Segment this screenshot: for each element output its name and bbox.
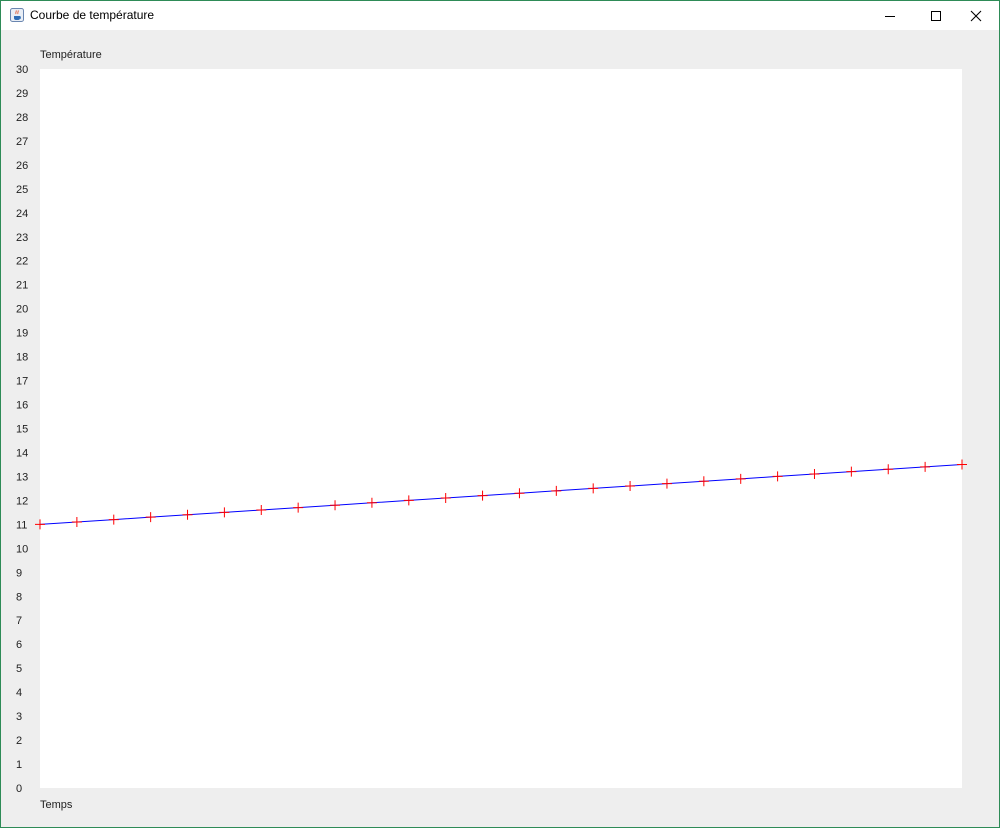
- y-tick-labels: 0123456789101112131415161718192021222324…: [16, 64, 28, 795]
- y-tick-label: 20: [16, 304, 28, 316]
- y-tick-label: 27: [16, 136, 28, 148]
- y-tick-label: 28: [16, 112, 28, 124]
- data-point-marker: [145, 512, 156, 523]
- data-point-marker: [883, 464, 894, 475]
- y-tick-label: 13: [16, 471, 28, 483]
- data-point-marker: [809, 469, 820, 480]
- temperature-chart: Température Temps 0123456789101112131415…: [16, 49, 967, 811]
- y-tick-label: 15: [16, 424, 28, 436]
- y-tick-label: 11: [16, 519, 27, 531]
- y-tick-label: 8: [16, 591, 22, 603]
- data-point-marker: [256, 504, 267, 515]
- series-group: [35, 459, 967, 530]
- data-point-marker: [661, 478, 672, 489]
- data-point-marker: [182, 509, 193, 520]
- data-point-marker: [735, 473, 746, 484]
- maximize-icon: [931, 10, 941, 21]
- data-point-marker: [293, 502, 304, 513]
- data-point-marker: [403, 495, 414, 506]
- x-axis-title: Temps: [40, 799, 73, 811]
- data-point-marker: [957, 459, 967, 470]
- y-axis-title: Température: [40, 49, 102, 61]
- close-icon: [970, 10, 982, 21]
- data-point-marker: [108, 514, 119, 525]
- y-tick-label: 30: [16, 64, 28, 76]
- data-point-marker: [366, 497, 377, 508]
- data-point-marker: [477, 490, 488, 501]
- y-tick-label: 23: [16, 232, 28, 244]
- y-tick-label: 7: [16, 615, 22, 627]
- data-point-marker: [625, 481, 636, 492]
- minimize-icon: [885, 15, 895, 17]
- plot-area: [40, 69, 962, 788]
- data-point-marker: [551, 485, 562, 496]
- window-title: Courbe de température: [30, 8, 155, 22]
- y-tick-label: 17: [16, 376, 28, 388]
- y-tick-label: 6: [16, 639, 22, 651]
- y-tick-label: 10: [16, 543, 28, 555]
- data-point-marker: [440, 493, 451, 504]
- y-tick-label: 29: [16, 88, 28, 100]
- y-tick-label: 22: [16, 256, 28, 268]
- data-point-marker: [35, 519, 45, 530]
- data-point-marker: [772, 471, 783, 482]
- y-tick-label: 25: [16, 184, 28, 196]
- y-tick-label: 21: [16, 280, 28, 292]
- y-tick-label: 24: [16, 208, 28, 220]
- data-point-marker: [330, 500, 341, 511]
- data-point-marker: [920, 461, 931, 472]
- minimize-button[interactable]: [867, 1, 913, 30]
- y-tick-label: 16: [16, 400, 28, 412]
- y-tick-label: 18: [16, 352, 28, 364]
- data-point-marker: [219, 507, 230, 518]
- y-tick-label: 1: [16, 759, 22, 771]
- y-tick-label: 4: [16, 687, 22, 699]
- data-point-marker: [698, 476, 709, 487]
- y-tick-label: 12: [16, 495, 28, 507]
- y-tick-label: 9: [16, 567, 22, 579]
- y-tick-label: 3: [16, 711, 22, 723]
- y-tick-label: 2: [16, 735, 22, 747]
- data-point-marker: [71, 516, 82, 527]
- series-line: [39, 463, 963, 525]
- title-bar[interactable]: Courbe de température: [1, 1, 999, 30]
- y-tick-label: 19: [16, 328, 28, 340]
- y-tick-label: 14: [16, 447, 28, 459]
- y-tick-label: 26: [16, 160, 28, 172]
- data-point-marker: [846, 466, 857, 477]
- y-tick-label: 0: [16, 783, 22, 795]
- data-point-marker: [588, 483, 599, 494]
- data-point-marker: [514, 488, 525, 499]
- close-button[interactable]: [953, 1, 999, 30]
- maximize-button[interactable]: [913, 1, 959, 30]
- java-cup-icon: [10, 8, 24, 22]
- y-tick-label: 5: [16, 663, 22, 675]
